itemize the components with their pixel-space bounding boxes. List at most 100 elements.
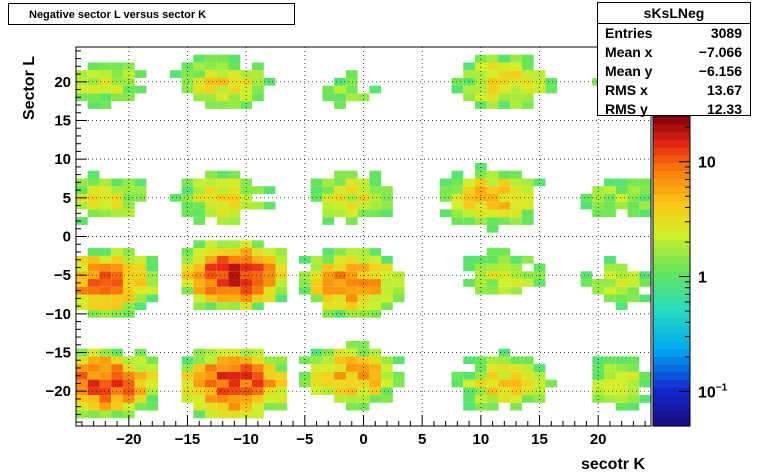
heatmap-cell <box>87 248 100 256</box>
heatmap-cell <box>228 356 241 365</box>
colorbar-tick-label: 10 <box>698 155 716 172</box>
heatmap-cell <box>451 178 464 187</box>
heatmap-cell <box>322 356 335 365</box>
heatmap-cell <box>275 402 288 411</box>
heatmap-cell <box>345 186 358 194</box>
heatmap-cell <box>111 371 123 380</box>
heatmap-cell <box>345 201 358 210</box>
heatmap-cell <box>604 379 616 388</box>
heatmap-cell <box>334 248 346 256</box>
heatmap-cell <box>486 217 499 225</box>
heatmap-cell <box>381 263 393 272</box>
heatmap-cell <box>369 170 382 179</box>
heatmap-cell <box>76 364 88 372</box>
heatmap-cell <box>357 348 370 357</box>
heatmap-cell <box>310 186 323 194</box>
heatmap-cell <box>510 186 522 194</box>
heatmap-cell <box>381 186 393 194</box>
heatmap-cell <box>369 271 382 280</box>
heatmap-cell <box>381 364 393 372</box>
heatmap-cell <box>263 279 276 287</box>
heatmap-cell <box>263 271 276 280</box>
heatmap-cell <box>87 170 100 179</box>
heatmap-cell <box>76 178 88 187</box>
heatmap-cell <box>252 371 264 380</box>
colorbar-band <box>653 418 690 427</box>
heatmap-cell <box>345 217 358 225</box>
heatmap-cell <box>205 286 217 295</box>
heatmap-cell <box>205 356 217 365</box>
heatmap-cell <box>533 85 546 94</box>
heatmap-cell <box>76 201 88 210</box>
heatmap-cell <box>474 93 487 102</box>
heatmap-cell <box>76 410 88 419</box>
heatmap-cell <box>111 263 123 272</box>
heatmap-cell <box>99 279 112 287</box>
heatmap-cell <box>498 371 511 380</box>
heatmap-cell <box>228 364 241 372</box>
heatmap-cell <box>87 62 100 71</box>
heatmap-cell <box>604 395 616 403</box>
heatmap-cell <box>334 201 346 210</box>
heatmap-cell <box>615 186 628 194</box>
heatmap-cell <box>205 193 217 202</box>
y-tick-label: 0 <box>63 229 71 246</box>
colorbar-band <box>653 139 690 148</box>
heatmap-cell <box>604 209 616 218</box>
heatmap-cell <box>252 364 264 372</box>
heatmap-cell <box>193 302 206 310</box>
heatmap-cell <box>87 201 100 210</box>
heatmap-cell <box>322 364 335 372</box>
heatmap-cell <box>627 294 640 303</box>
heatmap-cell <box>486 209 499 218</box>
heatmap-cell <box>216 356 229 365</box>
heatmap-cell <box>193 387 206 396</box>
heatmap-cell <box>87 286 100 295</box>
heatmap-cell <box>228 271 241 280</box>
heatmap-cell <box>134 356 147 365</box>
heatmap-cell <box>193 240 206 249</box>
colorbar-band <box>653 216 690 226</box>
heatmap-cell <box>463 93 475 102</box>
heatmap-cell <box>263 248 276 256</box>
heatmap-cell <box>345 193 358 202</box>
heatmap-cell <box>369 201 382 210</box>
stats-value: 3089 <box>710 25 742 41</box>
heatmap-cell <box>111 395 123 403</box>
heatmap-cell <box>451 371 464 380</box>
heatmap-cell <box>193 271 206 280</box>
stats-value: −6.156 <box>698 63 742 79</box>
heatmap-cell <box>252 263 264 272</box>
colorbar-band <box>653 255 690 264</box>
heatmap-cell <box>474 286 487 295</box>
heatmap-cell <box>205 294 217 303</box>
heatmap-cell <box>322 217 335 225</box>
heatmap-cell <box>592 186 605 194</box>
heatmap-cell <box>510 201 522 210</box>
heatmap-cell <box>381 193 393 202</box>
heatmap-cell <box>615 178 628 187</box>
heatmap-cell <box>111 93 123 102</box>
heatmap-cell <box>252 294 264 303</box>
heatmap-cell <box>228 402 241 411</box>
heatmap-cell <box>146 255 159 264</box>
heatmap-cell <box>99 410 112 419</box>
heatmap-cell <box>193 62 206 71</box>
heatmap-cell <box>592 209 605 218</box>
heatmap-cell <box>369 255 382 264</box>
heatmap-cell <box>252 279 264 287</box>
heatmap-cell <box>486 402 499 411</box>
heatmap-cell <box>521 364 534 372</box>
heatmap-cell <box>345 395 358 403</box>
heatmap-cell <box>275 294 288 303</box>
heatmap-cell <box>252 395 264 403</box>
heatmap-cell <box>498 209 511 218</box>
heatmap-cell <box>193 348 206 357</box>
heatmap-cell <box>87 371 100 380</box>
colorbar-band <box>653 333 690 342</box>
heatmap-cell <box>263 371 276 380</box>
heatmap-cell <box>521 271 534 280</box>
heatmap-cell <box>240 77 253 86</box>
heatmap-cell <box>240 348 253 357</box>
heatmap-cell <box>486 101 499 109</box>
